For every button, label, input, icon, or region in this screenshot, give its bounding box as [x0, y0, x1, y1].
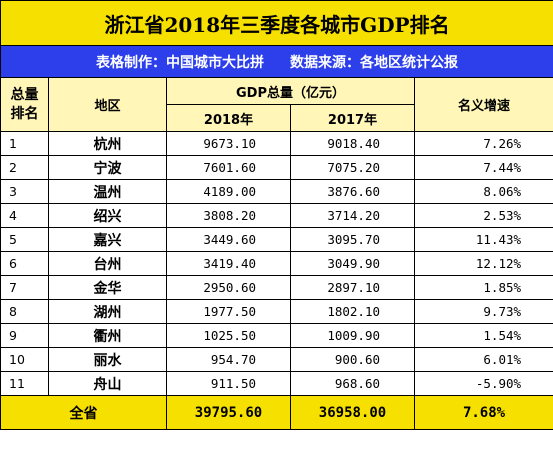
gdp-2017-cell: 1009.90	[290, 323, 415, 348]
growth-cell: 9.73%	[413, 299, 553, 324]
total-row: 全省 39795.60 36958.00 7.68%	[0, 395, 553, 430]
table-row: 6 台州 3419.40 3049.90 12.12%	[0, 251, 553, 276]
header-year-row: 2018年 2017年	[1, 104, 553, 132]
table-row: 9 衢州 1025.50 1009.90 1.54%	[0, 323, 553, 348]
table-subtitle: 表格制作：中国城市大比拼 数据来源：各地区统计公报	[0, 45, 553, 78]
growth-cell: 1.85%	[413, 275, 553, 300]
table-row: 1 杭州 9673.10 9018.40 7.26%	[0, 131, 553, 156]
gdp-2018-cell: 2950.60	[166, 275, 291, 300]
gdp-2018-cell: 7601.60	[166, 155, 291, 180]
gdp-ranking-table: 浙江省2018年三季度各城市GDP排名 表格制作：中国城市大比拼 数据来源：各地区…	[0, 0, 553, 430]
table-row: 5 嘉兴 3449.60 3095.70 11.43%	[0, 227, 553, 252]
growth-cell: 6.01%	[413, 347, 553, 372]
gdp-2017-cell: 9018.40	[290, 131, 415, 156]
table-row: 10 丽水 954.70 900.60 6.01%	[0, 347, 553, 372]
gdp-2018-cell: 9673.10	[166, 131, 291, 156]
growth-cell: 1.54%	[413, 323, 553, 348]
rank-cell: 6	[0, 251, 49, 276]
table-row: 7 金华 2950.60 2897.10 1.85%	[0, 275, 553, 300]
city-cell: 湖州	[48, 299, 167, 324]
city-cell: 金华	[48, 275, 167, 300]
subtitle-maker: 表格制作：中国城市大比拼	[96, 54, 265, 71]
header-row: 总量 排名 地区 GDP总量（亿元） 名义增速	[0, 77, 553, 132]
subtitle-source: 数据来源：各地区统计公报	[290, 54, 459, 71]
growth-cell: 8.06%	[413, 179, 553, 204]
gdp-2017-cell: 7075.20	[290, 155, 415, 180]
gdp-2018-cell: 3808.20	[166, 203, 291, 228]
rank-cell: 2	[0, 155, 49, 180]
gdp-2018-cell: 1025.50	[166, 323, 291, 348]
table-row: 8 湖州 1977.50 1802.10 9.73%	[0, 299, 553, 324]
title-row: 浙江省2018年三季度各城市GDP排名	[0, 0, 553, 46]
gdp-2017-cell: 3095.70	[290, 227, 415, 252]
city-cell: 温州	[48, 179, 167, 204]
header-growth: 名义增速	[413, 77, 553, 132]
gdp-2017-cell: 968.60	[290, 371, 415, 396]
header-rank-line1: 总量	[10, 86, 39, 103]
gdp-2017-cell: 3714.20	[290, 203, 415, 228]
total-label: 全省	[0, 395, 167, 430]
table-row: 11 舟山 911.50 968.60 -5.90%	[0, 371, 553, 396]
gdp-2018-cell: 954.70	[166, 347, 291, 372]
rank-cell: 5	[0, 227, 49, 252]
gdp-2017-cell: 3049.90	[290, 251, 415, 276]
growth-cell: 2.53%	[413, 203, 553, 228]
growth-cell: 7.44%	[413, 155, 553, 180]
header-rank: 总量 排名	[0, 77, 49, 132]
table-title: 浙江省2018年三季度各城市GDP排名	[0, 0, 553, 46]
gdp-2018-cell: 3419.40	[166, 251, 291, 276]
rank-cell: 1	[0, 131, 49, 156]
header-rank-line2: 排名	[10, 105, 39, 122]
rank-cell: 7	[0, 275, 49, 300]
city-cell: 丽水	[48, 347, 167, 372]
gdp-2018-cell: 3449.60	[166, 227, 291, 252]
growth-cell: 11.43%	[413, 227, 553, 252]
rank-cell: 9	[0, 323, 49, 348]
city-cell: 绍兴	[48, 203, 167, 228]
rank-cell: 3	[0, 179, 49, 204]
header-gdp: GDP总量（亿元）	[166, 77, 415, 105]
header-region: 地区	[48, 77, 167, 132]
rank-cell: 11	[0, 371, 49, 396]
gdp-2018-cell: 4189.00	[166, 179, 291, 204]
city-cell: 衢州	[48, 323, 167, 348]
rank-cell: 10	[0, 347, 49, 372]
rank-cell: 8	[0, 299, 49, 324]
city-cell: 杭州	[48, 131, 167, 156]
subtitle-row: 表格制作：中国城市大比拼 数据来源：各地区统计公报	[0, 45, 553, 78]
city-cell: 舟山	[48, 371, 167, 396]
gdp-2017-cell: 3876.60	[290, 179, 415, 204]
gdp-2017-cell: 900.60	[290, 347, 415, 372]
header-2017: 2017年	[290, 104, 415, 132]
total-2017: 36958.00	[290, 395, 415, 430]
growth-cell: -5.90%	[413, 371, 553, 396]
gdp-2018-cell: 1977.50	[166, 299, 291, 324]
rank-cell: 4	[0, 203, 49, 228]
growth-cell: 12.12%	[413, 251, 553, 276]
gdp-2017-cell: 1802.10	[290, 299, 415, 324]
growth-cell: 7.26%	[413, 131, 553, 156]
header-2018: 2018年	[166, 104, 291, 132]
gdp-2017-cell: 2897.10	[290, 275, 415, 300]
table-row: 4 绍兴 3808.20 3714.20 2.53%	[0, 203, 553, 228]
city-cell: 嘉兴	[48, 227, 167, 252]
city-cell: 宁波	[48, 155, 167, 180]
gdp-2018-cell: 911.50	[166, 371, 291, 396]
total-growth: 7.68%	[413, 395, 553, 430]
table-row: 2 宁波 7601.60 7075.20 7.44%	[0, 155, 553, 180]
city-cell: 台州	[48, 251, 167, 276]
total-2018: 39795.60	[166, 395, 291, 430]
table-row: 3 温州 4189.00 3876.60 8.06%	[0, 179, 553, 204]
